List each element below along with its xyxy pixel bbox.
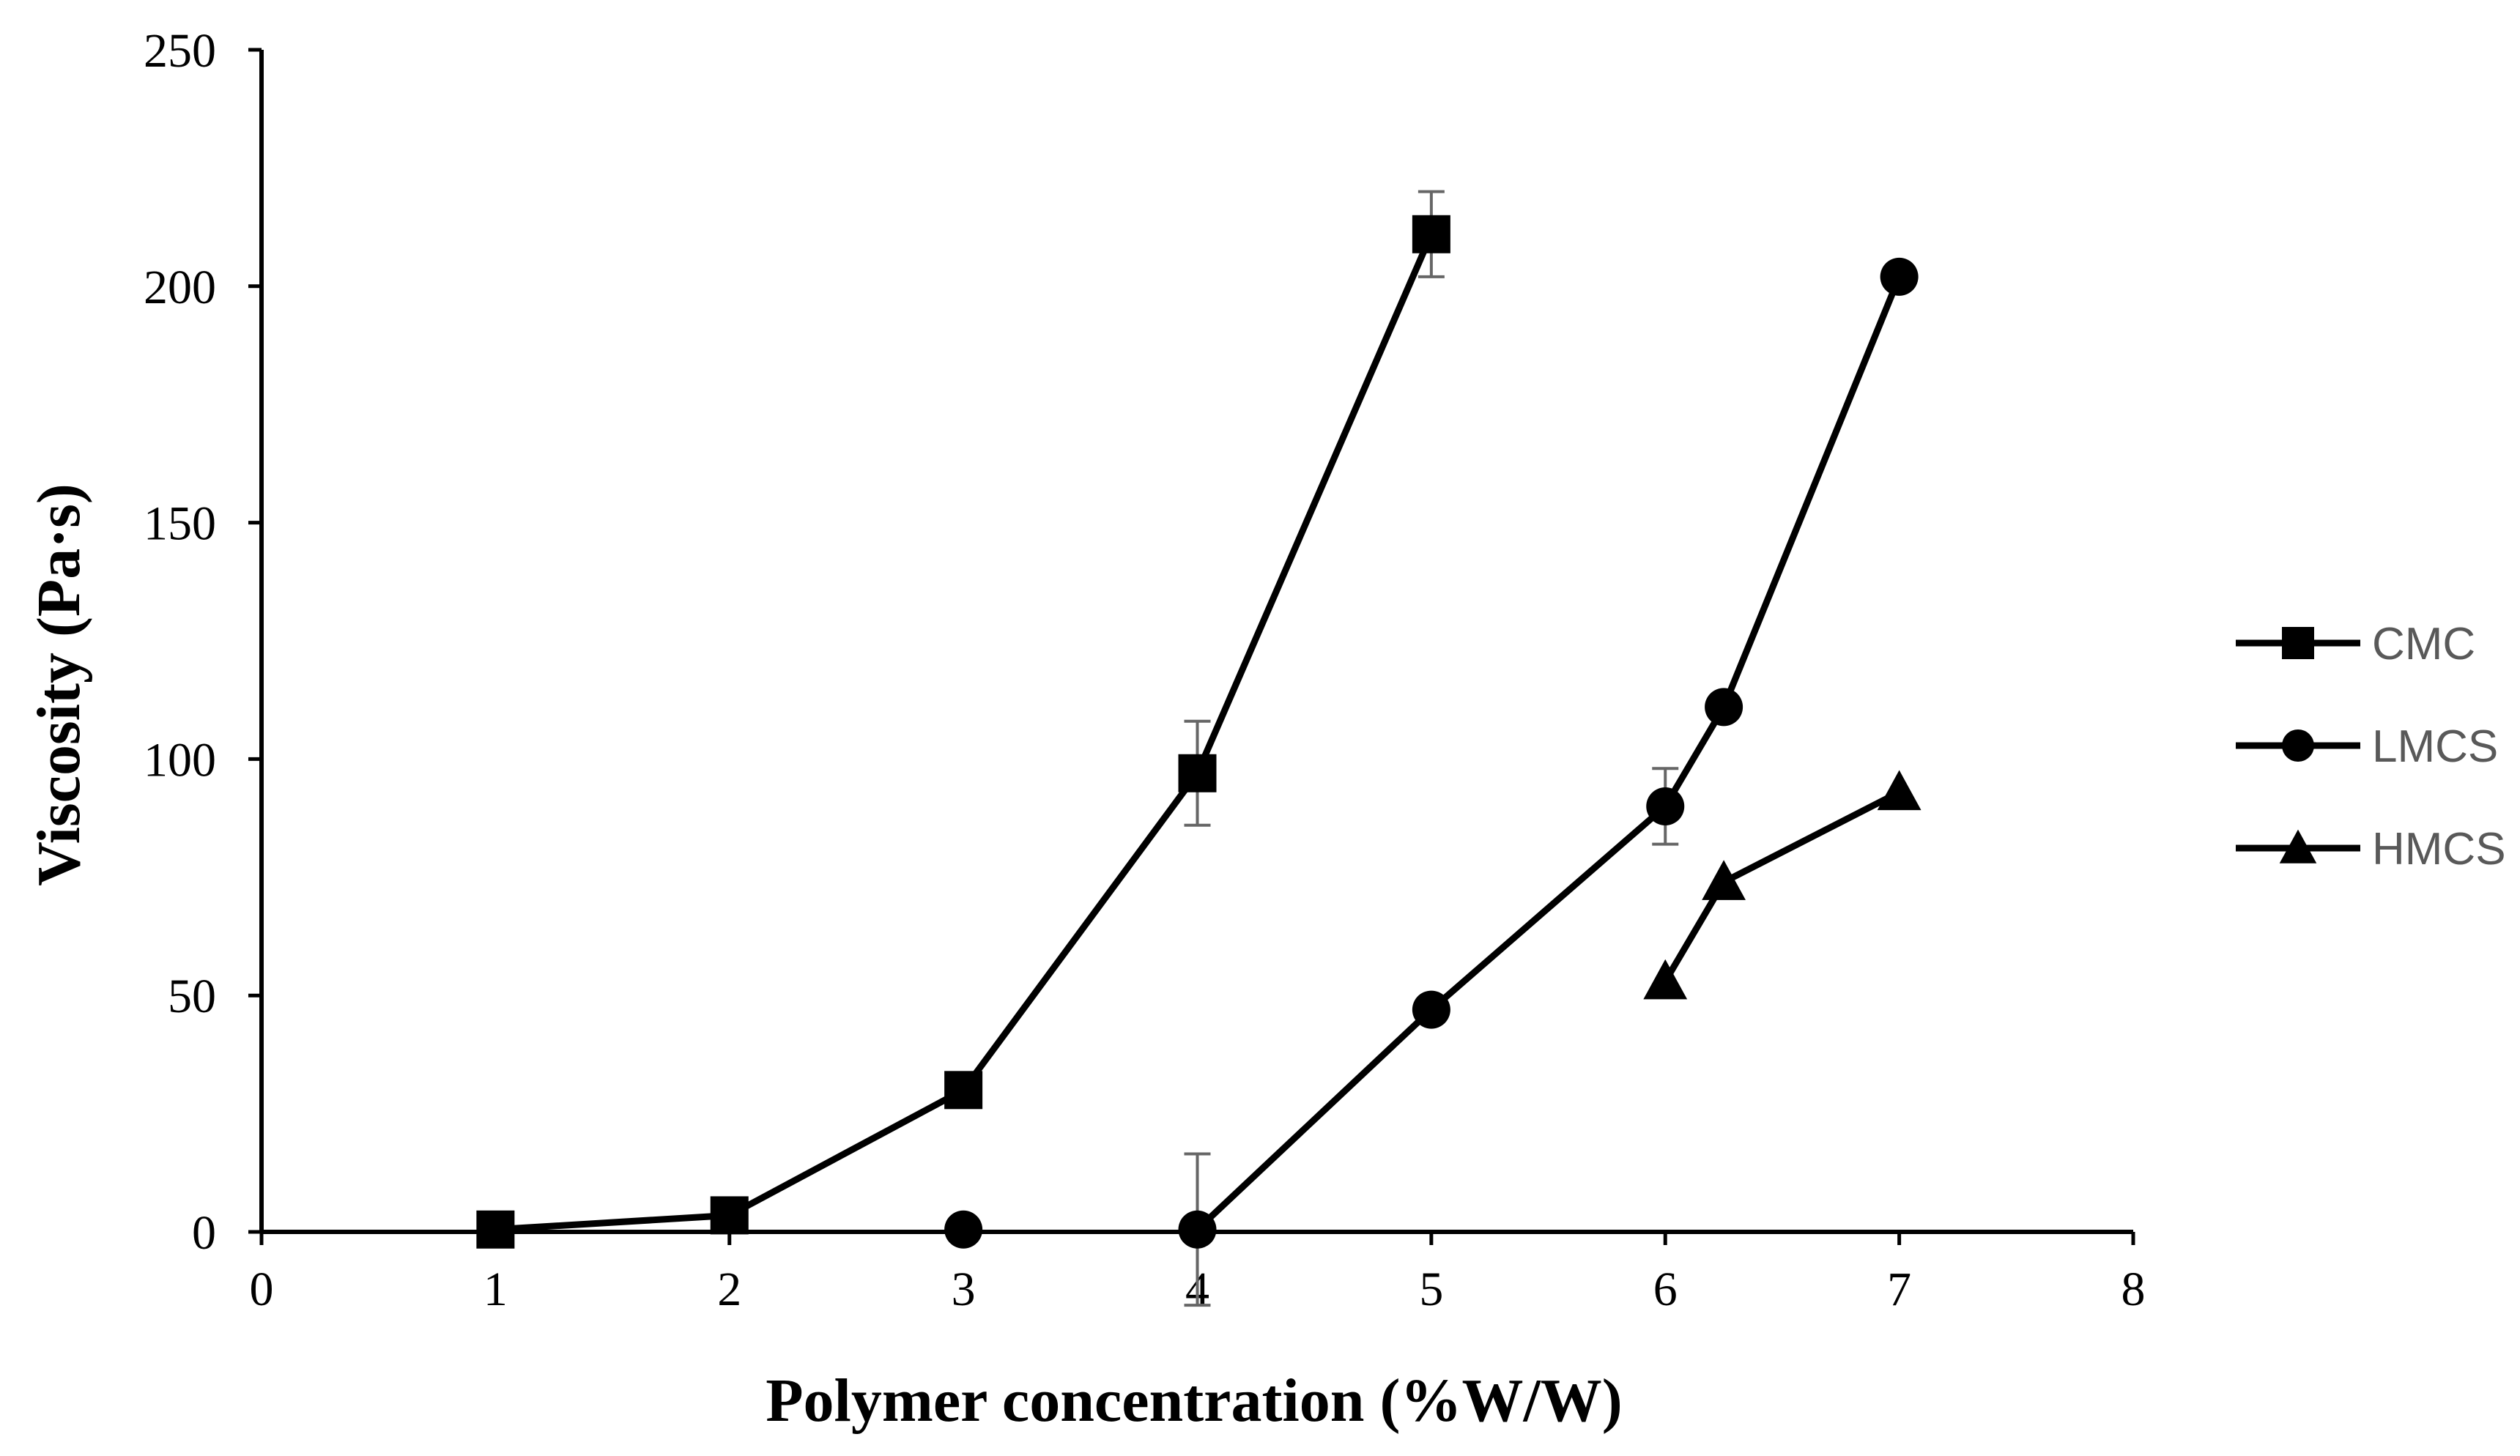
data-point-cmc bbox=[710, 1196, 749, 1235]
y-tick-label: 0 bbox=[192, 1206, 216, 1260]
x-tick-label: 5 bbox=[1419, 1263, 1443, 1316]
x-tick-label: 3 bbox=[952, 1263, 976, 1316]
data-markers bbox=[476, 215, 1922, 1249]
x-axis-title: Polymer concentration (%W/W) bbox=[766, 1367, 1623, 1435]
legend-item-hmcs: HMCS bbox=[2236, 824, 2506, 874]
legend-marker-triangle bbox=[2279, 829, 2317, 863]
data-point-lmcs bbox=[1880, 257, 1919, 296]
data-point-hmcs bbox=[1702, 860, 1746, 900]
legend-label: LMCS bbox=[2372, 721, 2498, 772]
y-axis-ticks: 0 50 100 150 200 250 bbox=[144, 24, 262, 1260]
x-tick-label: 2 bbox=[717, 1263, 741, 1316]
y-tick-label: 250 bbox=[144, 24, 216, 78]
y-axis-title: Viscosity (Pa·s) bbox=[25, 483, 93, 886]
legend-item-cmc: CMC bbox=[2236, 619, 2475, 669]
y-tick-label: 100 bbox=[144, 733, 216, 787]
y-tick-label: 50 bbox=[168, 970, 216, 1023]
x-tick-label: 7 bbox=[1887, 1263, 1911, 1316]
chart-axes bbox=[259, 50, 2133, 1234]
error-bars bbox=[1184, 190, 1679, 1307]
legend-label: HMCS bbox=[2372, 824, 2506, 874]
data-point-cmc bbox=[1412, 215, 1450, 253]
data-point-lmcs bbox=[1646, 787, 1685, 825]
legend: CMC LMCS HMCS bbox=[2236, 619, 2506, 874]
legend-label: CMC bbox=[2372, 619, 2475, 669]
data-point-lmcs bbox=[944, 1210, 983, 1249]
data-point-hmcs bbox=[1643, 959, 1688, 1000]
data-point-cmc bbox=[944, 1071, 983, 1110]
series-line-hmcs bbox=[1662, 789, 1901, 984]
x-tick-label: 8 bbox=[2121, 1263, 2146, 1316]
data-point-hmcs bbox=[1877, 770, 1922, 811]
data-point-lmcs bbox=[1412, 990, 1450, 1029]
data-point-lmcs bbox=[1178, 1210, 1217, 1249]
y-tick-label: 150 bbox=[144, 497, 216, 551]
x-tick-label: 0 bbox=[250, 1263, 274, 1316]
legend-marker-square bbox=[2282, 627, 2314, 659]
data-point-cmc bbox=[1178, 754, 1217, 792]
x-tick-label: 1 bbox=[483, 1263, 508, 1316]
x-tick-label: 6 bbox=[1653, 1263, 1678, 1316]
data-point-lmcs bbox=[1705, 688, 1743, 727]
legend-marker-circle bbox=[2282, 729, 2314, 762]
legend-item-lmcs: LMCS bbox=[2236, 721, 2498, 772]
y-tick-label: 200 bbox=[144, 261, 216, 314]
data-point-cmc bbox=[476, 1210, 515, 1249]
series-line-lmcs bbox=[1195, 275, 1902, 1233]
